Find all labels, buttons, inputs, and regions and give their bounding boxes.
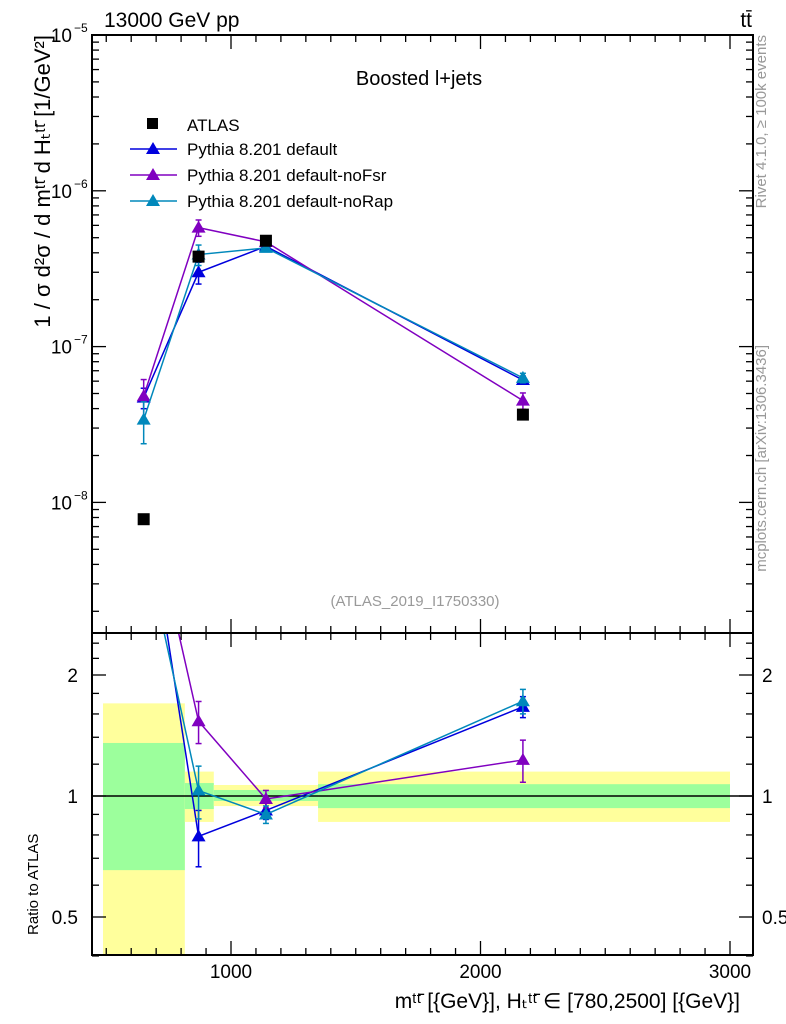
header-left: 13000 GeV pp <box>104 9 239 32</box>
chart-title: Boosted l+jets <box>356 68 482 90</box>
series-point-1 <box>191 714 206 727</box>
y-tick-label: 10 <box>51 182 72 203</box>
ratio-line-2 <box>163 633 524 816</box>
series-point-1 <box>515 752 530 765</box>
atlas-data-point <box>192 250 205 263</box>
series-point-2 <box>191 783 206 796</box>
legend-label-0: Pythia 8.201 default <box>187 140 338 159</box>
ratio-tick-label-right: 2 <box>762 666 773 687</box>
side-text-top: Rivet 4.1.0, ≥ 100k events <box>753 35 770 208</box>
ratio-tick-label-left: 2 <box>67 666 78 687</box>
side-text-bottom: mcplots.cern.ch [arXiv:1306.3436] <box>753 345 770 572</box>
series-point-2 <box>515 370 530 383</box>
series-point-2 <box>258 240 273 253</box>
series-point-1 <box>191 220 206 233</box>
series-point-1 <box>515 393 530 406</box>
legend-label-atlas: ATLAS <box>187 116 240 135</box>
series-point-0 <box>191 265 206 278</box>
main-panel <box>136 219 530 526</box>
x-tick-label: 3000 <box>709 962 751 983</box>
ratio-tick-label-right: 0.5 <box>762 908 786 929</box>
series-point-0 <box>137 475 151 487</box>
series-point-1 <box>136 389 151 402</box>
atlas-data-point <box>516 408 529 421</box>
x-tick-label: 2000 <box>459 962 501 983</box>
y-tick-label: 10 <box>51 493 72 514</box>
series-line-2 <box>142 247 524 420</box>
ratio-frame <box>91 632 754 956</box>
ratio-line-1 <box>177 633 524 800</box>
y-tick-exponent: −6 <box>74 177 88 191</box>
ratio-tick-label-left: 0.5 <box>52 908 78 929</box>
legend-marker-atlas <box>147 118 158 129</box>
series-point-2 <box>137 532 151 544</box>
y-axis-label: 1 / σ d²σ / d mᵗᵗ̄ d Hₜᵗᵗ̄ [1/GeV²] <box>30 35 55 328</box>
series-point-2 <box>515 694 530 707</box>
band-green <box>103 742 185 871</box>
x-tick-label: 1000 <box>210 962 252 983</box>
axis-ticks <box>92 34 753 957</box>
series-point-1 <box>137 472 151 484</box>
ratio-panel <box>137 472 530 868</box>
series-point-1 <box>258 791 273 804</box>
series-point-0 <box>191 829 206 842</box>
legend-label-1: Pythia 8.201 default-noFsr <box>187 166 387 185</box>
y-tick-exponent: −5 <box>74 21 88 35</box>
series-point-2 <box>136 412 151 425</box>
atlas-data-point <box>137 513 150 526</box>
legend-marker-1 <box>146 168 160 180</box>
legend-marker-2 <box>146 194 160 206</box>
ratio-y-axis-label: Ratio to ATLAS <box>25 834 42 935</box>
y-tick-label: 10 <box>51 26 72 47</box>
ratio-tick-label-left: 1 <box>67 787 78 808</box>
series-line-1 <box>142 226 524 402</box>
header-right: tt̄ <box>740 9 752 32</box>
analysis-label: (ATLAS_2019_I1750330) <box>330 593 499 610</box>
atlas-data-point <box>259 234 272 247</box>
x-axis-label: mᵗᵗ̄ [{GeV}], Hₜᵗᵗ̄ ∈ [780,2500] [{GeV}] <box>395 990 740 1013</box>
y-tick-exponent: −8 <box>74 488 88 502</box>
ratio-tick-label-right: 1 <box>762 787 773 808</box>
legend-marker-0 <box>146 142 160 154</box>
legend-label-2: Pythia 8.201 default-noRap <box>187 192 393 211</box>
series-point-2 <box>258 807 273 820</box>
legend: ATLAS Pythia 8.201 default Pythia 8.201 de… <box>130 116 393 211</box>
y-tick-label: 10 <box>51 338 72 359</box>
y-tick-exponent: −7 <box>74 333 88 347</box>
